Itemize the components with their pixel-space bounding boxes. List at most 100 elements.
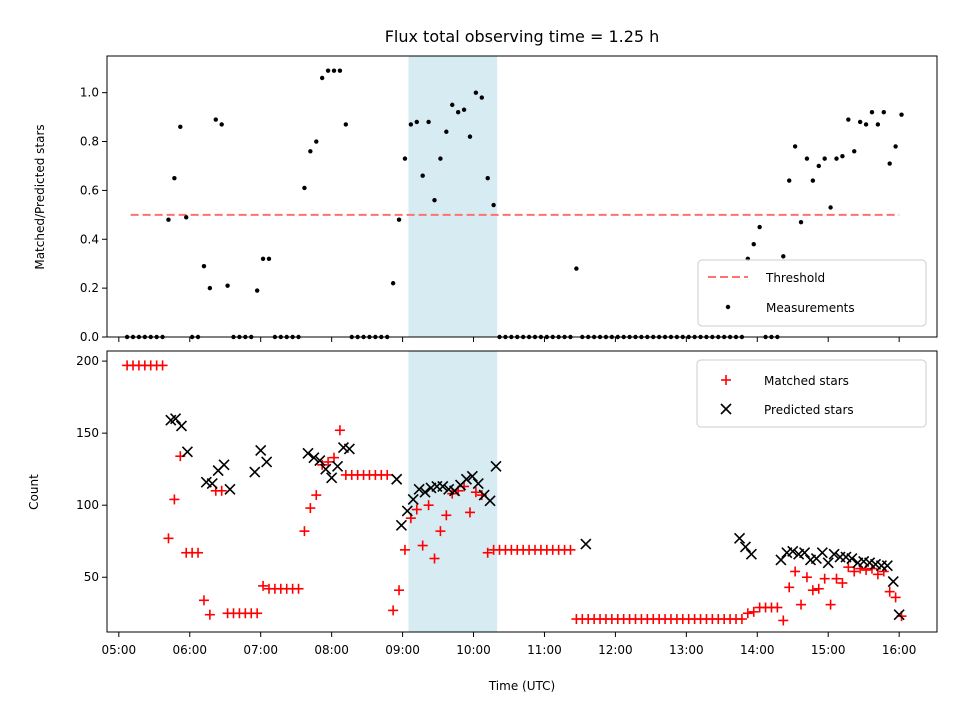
predicted-star-point bbox=[893, 609, 905, 621]
matched-star-point bbox=[382, 469, 393, 480]
top-x-ticks bbox=[118, 337, 900, 342]
matched-star-point bbox=[334, 425, 345, 436]
matched-star-point bbox=[464, 507, 475, 518]
matched-star-point bbox=[299, 526, 310, 537]
matched-star-point bbox=[441, 510, 452, 521]
matched-star-point bbox=[482, 547, 493, 558]
measurement-point bbox=[325, 68, 331, 73]
measurement-point bbox=[426, 119, 431, 125]
legend-measurements-marker bbox=[725, 304, 731, 310]
predicted-star-point bbox=[261, 456, 273, 468]
measurement-point bbox=[302, 185, 307, 191]
measurement-point bbox=[893, 144, 898, 149]
measurement-point bbox=[804, 156, 810, 161]
predicted-star-point bbox=[391, 473, 403, 485]
top-ytick-label: 0.6 bbox=[80, 183, 99, 197]
measurement-point bbox=[184, 215, 189, 220]
xtick-label: 05:00 bbox=[102, 643, 137, 657]
matched-star-point bbox=[252, 608, 263, 619]
matched-star-point bbox=[305, 503, 316, 514]
matched-star-point bbox=[423, 500, 434, 511]
measurement-point bbox=[810, 178, 816, 183]
measurement-point bbox=[438, 156, 443, 161]
predicted-star-point bbox=[326, 472, 338, 484]
matched-star-point bbox=[417, 540, 428, 551]
xtick-label: 11:00 bbox=[527, 643, 562, 657]
matched-star-point bbox=[388, 605, 399, 616]
predicted-star-point bbox=[302, 447, 314, 459]
measurement-point bbox=[331, 68, 337, 73]
predicted-star-point bbox=[799, 547, 811, 559]
measurement-point bbox=[166, 217, 171, 222]
xtick-label: 07:00 bbox=[243, 643, 278, 657]
matched-star-point bbox=[742, 608, 753, 619]
measurement-point bbox=[574, 266, 579, 271]
measurement-point bbox=[266, 256, 272, 262]
measurement-point bbox=[172, 175, 177, 181]
measurement-point bbox=[857, 119, 863, 125]
matched-star-point bbox=[429, 553, 440, 564]
matched-star-point bbox=[772, 602, 783, 613]
measurement-point bbox=[314, 139, 319, 144]
predicted-star-point bbox=[733, 532, 746, 544]
matched-star-point bbox=[837, 578, 848, 589]
top-ytick-label: 0.0 bbox=[80, 330, 99, 344]
matched-star-point bbox=[204, 609, 215, 620]
matched-star-point bbox=[778, 615, 789, 626]
bottom-ytick-label: 50 bbox=[84, 570, 99, 584]
measurement-point bbox=[781, 254, 786, 259]
predicted-star-point bbox=[249, 466, 261, 478]
xtick-label: 13:00 bbox=[669, 643, 704, 657]
measurement-point bbox=[787, 178, 792, 183]
predicted-star-point bbox=[320, 463, 332, 475]
bottom-axes-frame bbox=[106, 350, 938, 633]
chart-title: Flux total observing time = 1.25 h bbox=[385, 27, 660, 46]
measurement-point bbox=[887, 161, 892, 166]
predicted-star-point bbox=[822, 557, 834, 569]
predicted-star-point bbox=[401, 505, 413, 517]
measurement-point bbox=[828, 205, 833, 210]
measurement-point bbox=[840, 153, 845, 159]
predicted-star-point bbox=[460, 473, 472, 485]
measurement-point bbox=[852, 149, 857, 154]
measurement-point bbox=[201, 263, 207, 269]
matched-star-point bbox=[825, 599, 836, 610]
legend-measurements-label: Measurements bbox=[766, 301, 855, 315]
measurement-point bbox=[479, 95, 485, 100]
matched-star-point bbox=[311, 490, 322, 501]
measurement-point bbox=[455, 110, 461, 115]
predicted-star-point bbox=[224, 483, 236, 495]
measurement-point bbox=[798, 219, 804, 225]
measurement-point bbox=[792, 144, 798, 149]
measurement-point bbox=[881, 110, 886, 115]
matched-star-point bbox=[831, 573, 842, 584]
legend-matched-label: Matched stars bbox=[764, 374, 849, 388]
measurement-point bbox=[869, 110, 875, 115]
xtick-label: 12:00 bbox=[598, 643, 633, 657]
matched-star-point bbox=[258, 580, 269, 591]
matched-star-point bbox=[890, 592, 901, 603]
xtick-label: 15:00 bbox=[811, 643, 846, 657]
matched-star-point bbox=[394, 585, 405, 596]
predicted-star-point bbox=[175, 420, 188, 432]
predicted-star-point bbox=[181, 446, 193, 458]
top-panel: 0.0 0.2 0.4 0.6 0.8 1.0 Matched/Predicted sta… bbox=[33, 55, 938, 344]
measurement-point bbox=[485, 175, 490, 181]
xtick-label: 06:00 bbox=[172, 643, 207, 657]
predicted-star-point bbox=[787, 545, 799, 557]
legend-predicted-marker bbox=[720, 403, 732, 415]
measurement-point bbox=[461, 107, 467, 112]
predicted-star-point bbox=[308, 452, 320, 464]
predicted-star-point bbox=[170, 413, 182, 425]
matched-star-point bbox=[157, 360, 168, 371]
measurement-point bbox=[390, 281, 396, 286]
bottom-ytick-label: 100 bbox=[76, 498, 99, 512]
xtick-label: 10:00 bbox=[456, 643, 491, 657]
predicted-star-point bbox=[739, 541, 752, 553]
matched-star-point bbox=[216, 485, 227, 496]
measurement-point bbox=[863, 122, 869, 127]
legend-plus-shape bbox=[721, 375, 731, 385]
legend-matched-marker bbox=[721, 375, 731, 385]
bottom-ytick-label: 200 bbox=[76, 354, 99, 368]
